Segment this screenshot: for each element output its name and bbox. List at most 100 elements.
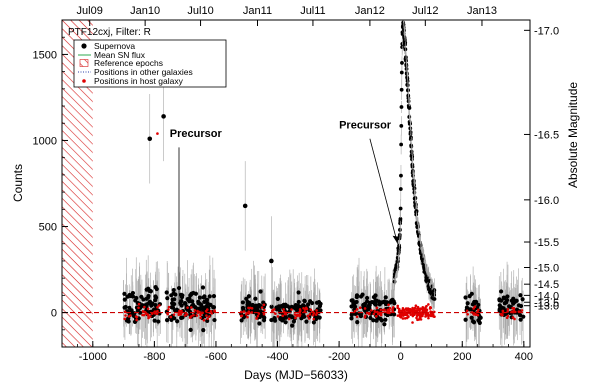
host-galaxy-point [137,302,141,306]
host-galaxy-point [186,306,189,309]
host-galaxy-point [202,318,206,322]
top-tick-label: Jul11 [300,5,325,17]
supernova-point [518,293,523,298]
host-galaxy-point [244,313,248,316]
supernova-point [275,296,280,301]
host-galaxy-point [417,308,420,312]
supernova-point [399,123,404,128]
host-galaxy-point [167,305,171,309]
supernova-point [399,142,404,147]
x-tick-label: 400 [515,351,533,363]
supernova-point [382,322,387,327]
supernova-point [358,294,364,299]
host-galaxy-point [206,317,209,321]
supernova-point [377,302,382,307]
supernova-point [352,304,358,309]
supernova-point [200,285,206,290]
supernova-point [164,318,170,323]
supernova-point [399,87,404,92]
supernova-point [122,291,127,296]
host-galaxy-point [372,312,376,316]
right-tick-label: -15.5 [534,237,559,249]
right-tick-label: -16.5 [534,129,559,141]
supernova-point [354,294,359,300]
host-galaxy-point [129,314,132,317]
y-tick-label: 500 [39,222,57,234]
host-galaxy-point [166,312,169,316]
supernova-point [371,318,376,323]
host-galaxy-point [424,306,427,309]
supernova-point [239,318,244,323]
supernova-point [179,298,184,304]
supernova-point [211,293,217,299]
supernova-point [131,313,136,318]
supernova-point [517,312,523,318]
supernova-point [465,301,470,306]
supernova-point [156,319,161,324]
host-galaxy-point [256,314,260,318]
supernova-point [179,303,184,308]
host-galaxy-point [411,321,414,324]
host-galaxy-point [427,316,430,320]
supernova-point [147,136,153,142]
host-galaxy-point [404,307,408,311]
legend: Supernova Mean SN flux Reference epochs … [73,39,227,88]
supernova-point [135,308,141,313]
legend-host-galaxy: Positions in host galaxy [94,76,184,86]
supernova-point [146,295,151,300]
host-galaxy-point [146,307,150,311]
supernova-point [269,304,274,309]
supernova-point [197,301,202,306]
host-galaxy-point [418,312,422,315]
supernova-point [379,318,384,323]
host-galaxy-point [263,308,266,312]
host-galaxy-point [169,315,173,319]
supernova-point [467,294,472,299]
supernova-point [318,301,323,306]
supernova-point [189,291,194,296]
supernova-point [165,296,170,301]
supernova-point [368,315,373,321]
supernova-point [161,114,166,119]
host-galaxy-point [355,315,359,319]
host-galaxy-point [247,306,250,310]
host-galaxy-point [315,309,318,312]
supernova-point [470,319,476,324]
host-galaxy-point [421,306,425,310]
top-tick-label: Jul12 [412,5,438,17]
supernova-point [497,297,502,302]
host-galaxy-point [415,316,418,320]
host-galaxy-point [123,310,127,314]
host-galaxy-point [284,312,288,316]
supernova-point [130,290,136,296]
host-galaxy-point [123,317,126,321]
host-galaxy-point [141,309,145,313]
host-galaxy-point [156,309,159,313]
host-galaxy-point [414,304,418,307]
supernova-point [134,295,139,301]
supernova-point [172,301,177,307]
host-galaxy-point [511,306,514,310]
right-tick-label: -16.0 [534,195,559,207]
precursor-label: Precursor [339,119,392,131]
host-galaxy-point [246,315,249,319]
supernova-point [202,294,207,299]
supernova-point [185,307,190,312]
top-tick-label: Jan10 [130,5,160,17]
host-galaxy-point [142,313,146,317]
supernova-point [392,301,397,306]
host-galaxy-point [307,317,311,320]
supernova-point [399,173,403,178]
supernova-point [149,303,154,308]
supernova-point [197,295,202,300]
supernova-point [296,299,301,305]
supernova-point [147,299,153,304]
host-galaxy-point [474,313,478,316]
host-galaxy-point [192,313,195,317]
host-galaxy-point [396,306,399,310]
supernova-point [464,305,470,310]
host-galaxy-point [506,308,510,311]
host-galaxy-point [172,313,176,316]
host-galaxy-point [411,306,414,310]
